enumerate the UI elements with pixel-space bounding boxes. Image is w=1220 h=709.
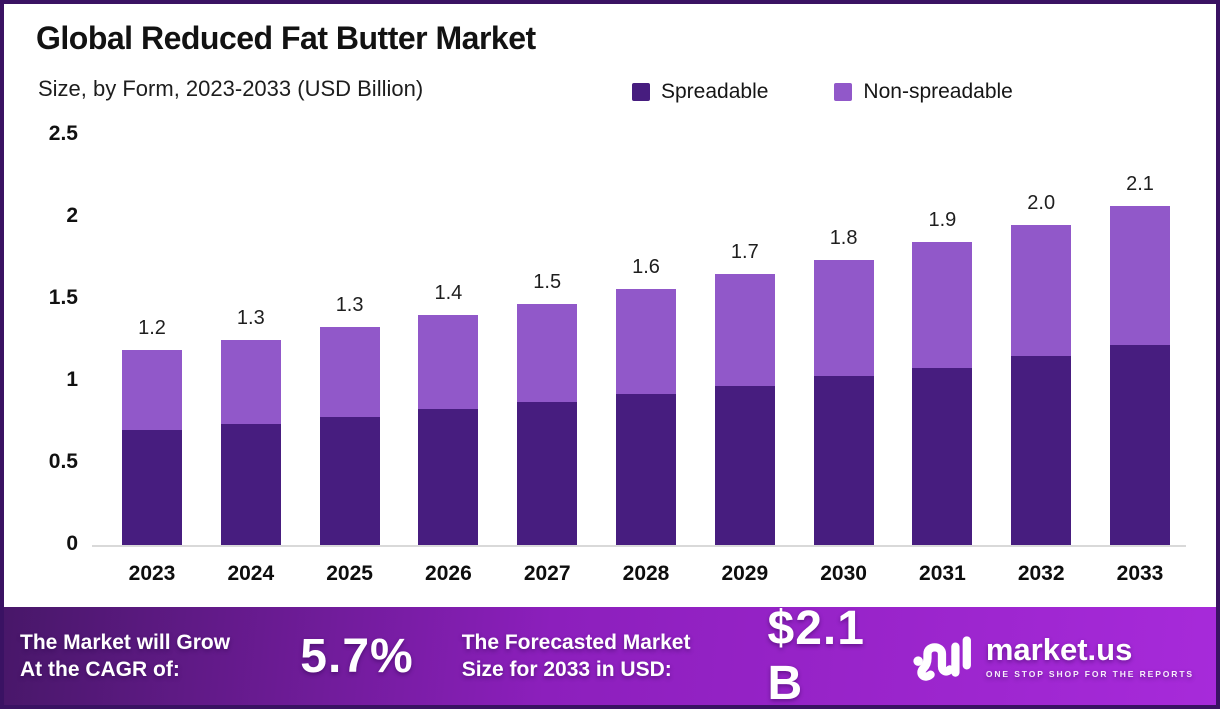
y-axis-tick-label: 2 bbox=[66, 204, 78, 227]
y-axis-tick-label: 2.5 bbox=[48, 122, 78, 145]
brand-tagline: ONE STOP SHOP FOR THE REPORTS bbox=[985, 668, 1194, 679]
bar-segment-non-spreadable bbox=[912, 241, 973, 368]
x-axis-label: 2032 bbox=[1017, 562, 1065, 585]
bar-total-label: 1.6 bbox=[632, 256, 660, 279]
bar-total-label: 1.7 bbox=[730, 241, 759, 264]
bar-segment-spreadable bbox=[912, 367, 973, 545]
x-axis-label: 2026 bbox=[425, 562, 472, 585]
bar-segment-non-spreadable bbox=[220, 340, 281, 424]
bar-segment-spreadable bbox=[517, 402, 578, 545]
bar-total-label: 1.5 bbox=[533, 270, 562, 293]
bar-total-label: 1.3 bbox=[335, 293, 364, 316]
x-axis-label: 2033 bbox=[1116, 562, 1164, 585]
axis-baseline bbox=[92, 545, 1186, 547]
forecast-label: The Forecasted Market Size for 2033 in U… bbox=[461, 630, 691, 681]
x-axis-label: 2023 bbox=[128, 562, 176, 585]
x-axis-label: 2025 bbox=[326, 562, 373, 585]
legend-swatch-non-spreadable bbox=[834, 83, 853, 101]
bar-total-label: 1.4 bbox=[434, 282, 463, 305]
bar-total-label: 1.8 bbox=[829, 226, 858, 249]
bar-segment-non-spreadable bbox=[319, 326, 380, 418]
bar-segment-non-spreadable bbox=[714, 274, 775, 386]
bar-total-label: 1.9 bbox=[928, 208, 957, 231]
market-us-logo-icon bbox=[913, 636, 971, 681]
bar-segment-non-spreadable bbox=[517, 303, 578, 403]
bar-segment-spreadable bbox=[714, 385, 775, 545]
y-axis-tick-label: 1 bbox=[66, 368, 78, 391]
y-axis-tick-label: 0.5 bbox=[48, 450, 78, 473]
bar-total-label: 2.0 bbox=[1027, 192, 1056, 215]
x-axis-label: 2028 bbox=[622, 562, 670, 585]
bar-segment-spreadable bbox=[418, 408, 479, 545]
page-subtitle: Size, by Form, 2023-2033 (USD Billion) bbox=[38, 76, 424, 101]
bar-segment-spreadable bbox=[1110, 344, 1170, 545]
stacked-bar-chart: 0 0.5 1 1.5 2 2.5 1.2 2023 1.3 2024 1.3 2025 1.4 2026… bbox=[4, 4, 1216, 605]
bar-total-label: 1.2 bbox=[138, 316, 166, 339]
bar-segment-spreadable bbox=[1011, 356, 1072, 545]
bar-segment-non-spreadable bbox=[1110, 205, 1170, 345]
bar-total-label: 1.3 bbox=[236, 307, 265, 329]
bar-segment-non-spreadable bbox=[418, 315, 479, 409]
x-axis-label: 2031 bbox=[919, 562, 966, 585]
x-axis-label: 2030 bbox=[820, 562, 867, 585]
cagr-label: The Market will Grow At the CAGR of: bbox=[20, 630, 231, 681]
bar-segment-spreadable bbox=[220, 423, 281, 545]
chart-legend: Spreadable Non-spreadable bbox=[632, 80, 1013, 104]
bar-segment-non-spreadable bbox=[616, 289, 676, 395]
brand-logo: market.us ONE STOP SHOP FOR THE REPORTS bbox=[913, 631, 1194, 681]
page-title: Global Reduced Fat Butter Market bbox=[36, 20, 536, 56]
bar-segment-spreadable bbox=[616, 394, 676, 545]
footer-banner: The Market will Grow At the CAGR of: 5.7… bbox=[4, 602, 1216, 705]
x-axis-label: 2024 bbox=[227, 562, 275, 585]
bar-segment-spreadable bbox=[813, 376, 874, 545]
bar-segment-spreadable bbox=[319, 417, 380, 545]
bar-total-label: 2.1 bbox=[1126, 172, 1154, 195]
y-axis-tick-label: 0 bbox=[66, 532, 78, 555]
x-axis-label: 2027 bbox=[523, 562, 571, 585]
legend-item-non-spreadable: Non-spreadable bbox=[834, 80, 1013, 104]
forecast-value: $2.1 B bbox=[767, 602, 865, 709]
bar-segment-non-spreadable bbox=[813, 259, 874, 377]
brand-name: market.us bbox=[985, 631, 1133, 667]
legend-swatch-spreadable bbox=[632, 83, 650, 101]
x-axis-label: 2029 bbox=[721, 562, 769, 585]
bar-segment-non-spreadable bbox=[1011, 225, 1072, 357]
legend-label-spreadable: Spreadable bbox=[661, 80, 769, 103]
legend-item-spreadable: Spreadable bbox=[632, 80, 768, 104]
bar-segment-non-spreadable bbox=[122, 349, 182, 431]
cagr-value: 5.7% bbox=[300, 629, 414, 683]
bar-segment-spreadable bbox=[122, 430, 182, 545]
legend-label-non-spreadable: Non-spreadable bbox=[863, 80, 1013, 103]
y-axis-tick-label: 1.5 bbox=[48, 286, 78, 309]
